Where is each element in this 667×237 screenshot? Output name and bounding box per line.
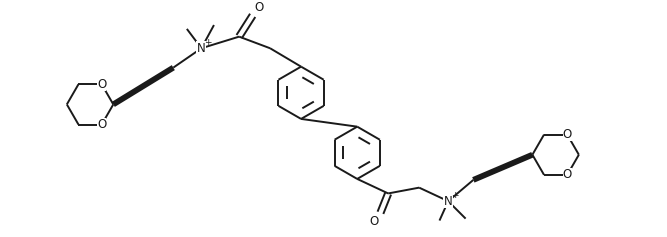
Text: O: O xyxy=(370,215,378,228)
Text: O: O xyxy=(255,1,264,14)
Text: O: O xyxy=(97,118,106,131)
Text: O: O xyxy=(97,78,106,91)
Text: +: + xyxy=(204,38,212,47)
Text: N: N xyxy=(197,42,205,55)
Text: O: O xyxy=(563,128,572,141)
Text: O: O xyxy=(563,168,572,181)
Text: +: + xyxy=(451,191,459,200)
Text: N: N xyxy=(444,195,453,208)
